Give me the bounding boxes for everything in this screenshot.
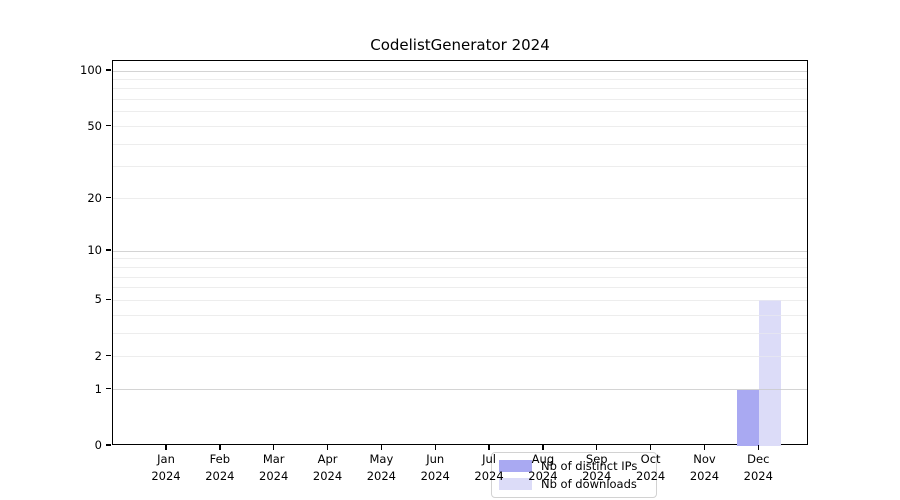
y-tick-label: 2 xyxy=(94,348,102,363)
y-gridline-major xyxy=(113,70,807,72)
x-tick xyxy=(488,445,490,450)
y-tick xyxy=(106,298,111,301)
x-tick-label: Oct 2024 xyxy=(635,452,666,483)
x-tick xyxy=(219,445,221,450)
y-gridline-minor xyxy=(113,258,807,260)
y-gridline-major xyxy=(113,250,807,252)
x-tick xyxy=(326,445,329,450)
x-tick xyxy=(757,445,759,450)
x-tick-label: Nov 2024 xyxy=(689,452,720,483)
y-tick xyxy=(106,249,111,251)
y-tick xyxy=(106,387,111,390)
bar-downloads xyxy=(759,300,782,446)
legend-entry-distinct-ips: Nb of distinct IPs xyxy=(499,459,649,473)
legend-swatch-distinct-ips xyxy=(499,460,532,472)
x-tick xyxy=(380,445,383,450)
y-tick xyxy=(106,444,111,446)
y-tick xyxy=(106,196,111,199)
x-tick xyxy=(434,445,436,450)
legend-swatch-downloads xyxy=(499,478,532,490)
y-gridline-minor xyxy=(113,332,807,334)
y-gridline-minor xyxy=(113,266,807,268)
x-tick xyxy=(542,445,544,450)
x-tick-label: Mar 2024 xyxy=(259,452,289,483)
y-gridline-minor xyxy=(113,276,807,278)
legend-entry-downloads: Nb of downloads xyxy=(499,477,649,491)
x-tick xyxy=(165,445,167,450)
x-tick xyxy=(703,445,706,450)
y-tick-label: 0 xyxy=(94,438,102,452)
x-tick xyxy=(596,445,598,450)
x-tick-label: Jun 2024 xyxy=(420,452,450,483)
y-tick-label: 20 xyxy=(87,190,102,205)
x-tick-label: Aug 2024 xyxy=(528,452,558,483)
y-tick-label: 100 xyxy=(80,63,102,77)
y-gridline-minor xyxy=(113,356,807,358)
chart-title: CodelistGenerator 2024 xyxy=(370,36,550,54)
x-tick xyxy=(272,445,275,450)
x-tick-label: Dec 2024 xyxy=(743,452,773,483)
y-gridline-minor xyxy=(113,198,807,200)
y-gridline-minor xyxy=(113,126,807,128)
y-tick-label: 1 xyxy=(94,381,102,396)
y-gridline-minor xyxy=(113,314,807,316)
x-tick-label: Sep 2024 xyxy=(582,452,612,483)
x-tick-label: Feb 2024 xyxy=(205,452,235,483)
y-gridline-minor xyxy=(113,88,807,90)
x-tick-label: May 2024 xyxy=(366,452,397,483)
y-tick-label: 5 xyxy=(94,292,102,307)
legend-label-downloads: Nb of downloads xyxy=(541,477,637,491)
x-tick xyxy=(649,445,652,450)
y-gridline-minor xyxy=(113,143,807,145)
y-gridline-minor xyxy=(113,287,807,289)
plot-area: Nb of distinct IPs Nb of downloads xyxy=(112,60,808,498)
y-tick xyxy=(106,69,111,71)
y-gridline-major xyxy=(113,389,807,391)
y-gridline-minor xyxy=(113,166,807,168)
x-tick-label: Jan 2024 xyxy=(151,452,181,483)
y-tick xyxy=(106,355,111,357)
x-tick-label: Jul 2024 xyxy=(474,452,504,483)
y-gridline-minor xyxy=(113,299,807,301)
y-gridline-minor xyxy=(113,78,807,80)
y-gridline-minor xyxy=(113,111,807,113)
x-tick-label: Apr 2024 xyxy=(312,452,343,483)
chart-legend: Nb of distinct IPs Nb of downloads xyxy=(491,452,657,498)
y-tick-label: 50 xyxy=(87,118,102,133)
y-tick-label: 10 xyxy=(87,243,102,258)
y-gridline-minor xyxy=(113,99,807,101)
bar-distinct-ips xyxy=(737,389,760,446)
legend-label-distinct-ips: Nb of distinct IPs xyxy=(541,459,638,473)
y-tick xyxy=(106,124,111,127)
